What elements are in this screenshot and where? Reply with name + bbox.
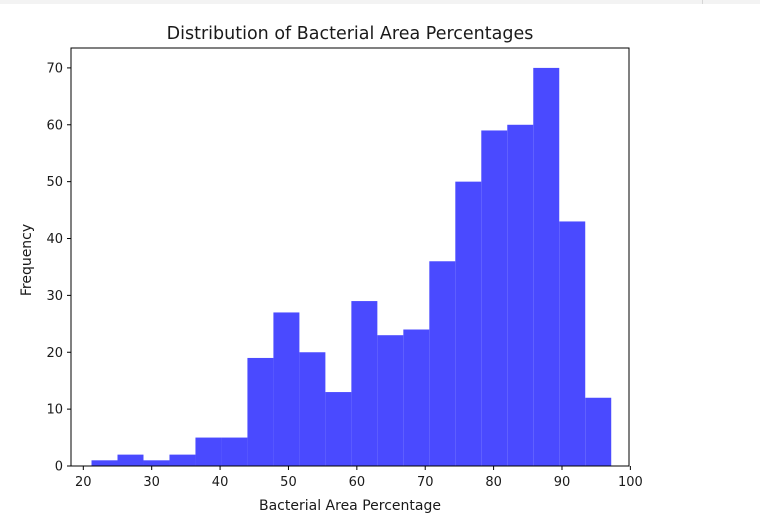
x-tick-label: 70 xyxy=(417,475,434,490)
histogram-bar xyxy=(507,124,534,466)
x-tick-label: 90 xyxy=(554,475,571,490)
x-tick-label: 60 xyxy=(349,475,366,490)
x-tick-label: 40 xyxy=(212,475,229,490)
y-tick-label: 20 xyxy=(46,346,63,361)
histogram-bar xyxy=(195,437,222,466)
histogram-bar xyxy=(221,437,248,466)
histogram-bar xyxy=(377,335,404,466)
x-tick-label: 80 xyxy=(485,475,502,490)
top-divider xyxy=(0,0,760,4)
y-axis-ticks: 0 10 20 30 40 50 60 70 xyxy=(46,61,71,475)
histogram-bar xyxy=(91,460,118,466)
histogram-bar xyxy=(247,357,274,466)
histogram-bar xyxy=(481,130,508,466)
histogram-bar xyxy=(299,352,326,466)
histogram-bar xyxy=(143,460,170,466)
histogram-bar xyxy=(429,261,456,466)
x-tick-label: 30 xyxy=(143,475,160,490)
y-tick-label: 50 xyxy=(46,175,63,190)
histogram-bar xyxy=(403,329,430,466)
y-tick-label: 60 xyxy=(46,118,63,133)
y-tick-label: 30 xyxy=(46,289,63,304)
x-axis-label: Bacterial Area Percentage xyxy=(259,498,441,514)
y-tick-label: 70 xyxy=(46,61,63,76)
histogram-bar xyxy=(455,181,482,467)
bars-group xyxy=(91,67,612,467)
y-tick-label: 10 xyxy=(46,403,63,418)
x-axis-ticks: 20 30 40 50 60 70 80 90 100 xyxy=(75,466,643,490)
x-tick-label: 100 xyxy=(618,475,643,490)
divider-tick xyxy=(702,0,703,4)
x-tick-label: 20 xyxy=(75,475,92,490)
histogram-bar xyxy=(585,397,612,466)
y-axis-label: Frequency xyxy=(19,224,35,296)
y-tick-label: 40 xyxy=(46,232,63,247)
chart-title: Distribution of Bacterial Area Percentag… xyxy=(167,24,534,44)
y-tick-label: 0 xyxy=(55,460,63,475)
histogram-bar xyxy=(533,67,560,467)
histogram-bar xyxy=(273,312,300,466)
histogram-bar xyxy=(559,221,586,466)
histogram-bar xyxy=(117,454,144,466)
histogram-bar xyxy=(325,392,352,466)
x-tick-label: 50 xyxy=(280,475,297,490)
histogram-bar xyxy=(351,301,378,466)
histogram-bar xyxy=(169,454,196,466)
plot-frame xyxy=(70,47,630,467)
